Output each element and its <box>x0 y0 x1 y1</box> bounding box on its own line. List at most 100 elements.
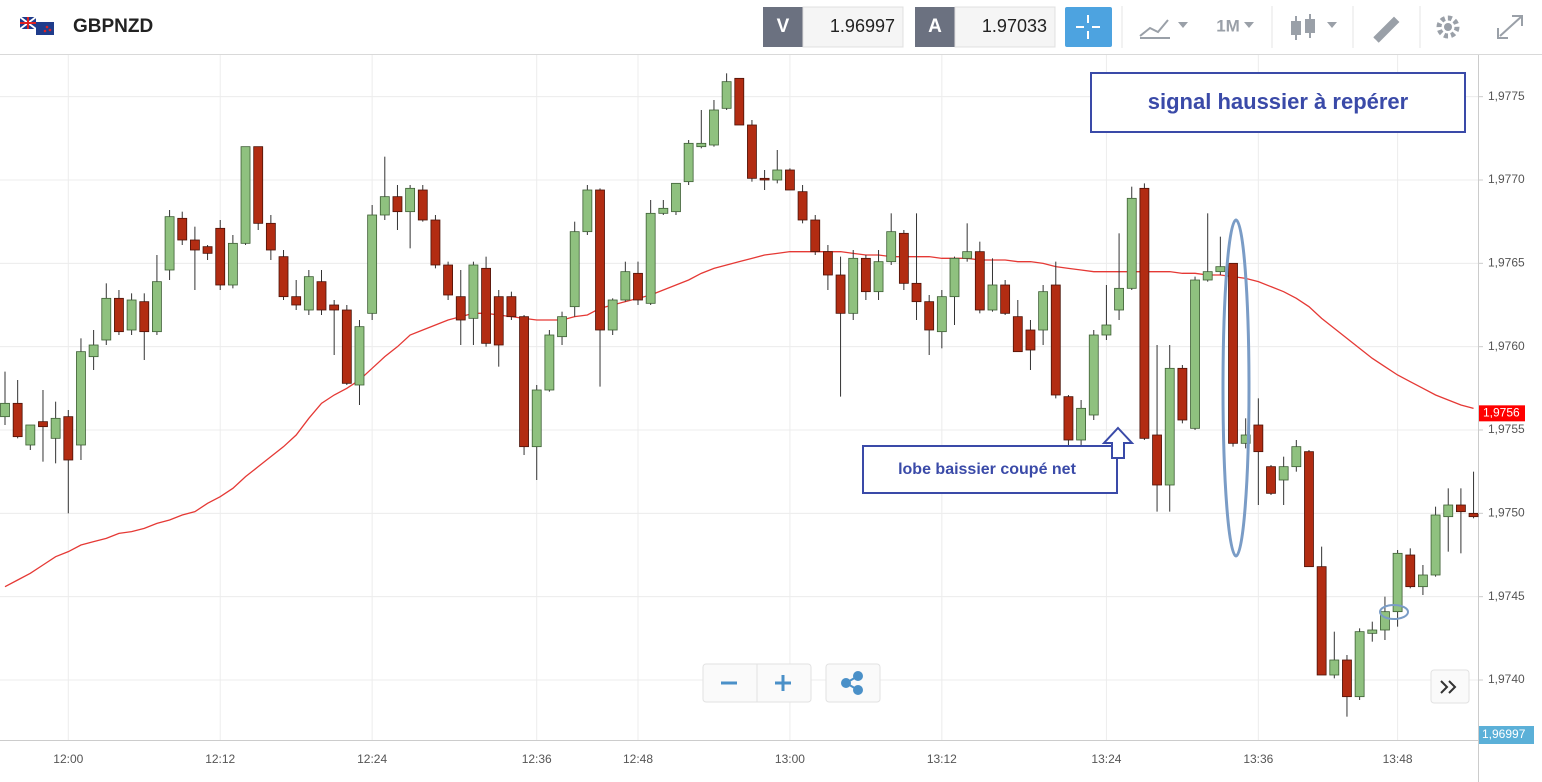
candle-body <box>1418 574 1428 588</box>
candle-body <box>1367 629 1378 634</box>
candle-body <box>987 284 998 311</box>
candle-body <box>595 189 605 331</box>
candle-body <box>1443 504 1454 518</box>
share-button[interactable] <box>825 663 881 703</box>
candle-body <box>911 282 922 303</box>
y-tick-label: 1,9770 <box>1488 172 1525 186</box>
candle-body <box>1304 451 1314 568</box>
y-tick-label: 1,9740 <box>1488 672 1525 686</box>
candle-body <box>1266 466 1276 494</box>
x-tick-label: 13:36 <box>1243 752 1273 766</box>
candle-body <box>354 326 365 386</box>
candle-body <box>202 246 213 254</box>
candle-body <box>772 169 783 181</box>
bid-price: 1.96997 <box>830 16 895 36</box>
candle-body <box>1114 287 1124 311</box>
candle-body <box>1342 659 1352 698</box>
candle-body <box>544 334 555 391</box>
candle-body <box>785 169 795 191</box>
candle-body <box>873 261 884 293</box>
x-tick-label: 12:00 <box>53 752 83 766</box>
candle-body <box>468 264 479 319</box>
candle-body <box>405 187 416 213</box>
candle-body <box>177 217 188 241</box>
candle-body <box>12 402 23 438</box>
candle-body <box>316 281 327 311</box>
flag <box>19 16 54 35</box>
candle-body <box>582 189 593 233</box>
highlight-ellipse <box>1379 604 1409 620</box>
candle-body <box>379 196 390 216</box>
ask-price: 1.97033 <box>982 16 1047 36</box>
candle-body <box>696 142 707 148</box>
bid-box <box>802 6 904 48</box>
candle-body <box>1126 197 1137 289</box>
candle-body <box>506 296 517 318</box>
candle-body <box>1456 504 1466 513</box>
candle-body <box>278 256 289 298</box>
candle-body <box>645 212 656 304</box>
x-tick-label: 13:12 <box>927 752 957 766</box>
x-tick-label: 12:36 <box>522 752 552 766</box>
candle-body <box>1278 466 1289 481</box>
share-icon <box>841 671 863 695</box>
grid <box>0 55 1478 740</box>
candles <box>0 73 1479 717</box>
candle-body <box>189 239 200 251</box>
candle-body <box>633 272 643 301</box>
candle-body <box>38 421 48 428</box>
ask-button[interactable] <box>915 7 955 47</box>
candle-body <box>215 227 226 286</box>
candle-body <box>671 182 681 213</box>
zoom-in-button[interactable] <box>775 675 791 691</box>
candle-body <box>1329 659 1340 676</box>
candle-body <box>1316 566 1327 676</box>
candle-body <box>1177 367 1188 421</box>
candle-body <box>227 242 238 286</box>
candle-body <box>291 296 302 306</box>
annotation-arrow <box>1101 426 1135 459</box>
candle-body <box>367 214 378 314</box>
candle-body <box>1354 631 1365 698</box>
candle-body <box>1291 446 1302 468</box>
bid-label: V <box>777 16 790 37</box>
candle-body <box>265 222 276 251</box>
timeframe[interactable]: 1M <box>1216 16 1240 35</box>
candle-body <box>1240 434 1251 444</box>
candle-body <box>886 231 897 263</box>
toolbar-icons[interactable] <box>1139 14 1523 43</box>
y-tick-label: 1,9755 <box>1488 422 1525 436</box>
candle-body <box>1164 367 1175 486</box>
candle-body <box>152 281 162 333</box>
bid-button[interactable] <box>763 7 803 47</box>
moving-average-layer <box>4 251 1474 588</box>
candle-body <box>63 416 74 461</box>
price-tag <box>1479 726 1534 744</box>
candle-body <box>240 146 251 244</box>
candle-body <box>1215 266 1226 273</box>
candle-body <box>0 402 10 418</box>
scroll-right-icon <box>1440 680 1457 694</box>
candle-body <box>417 189 428 221</box>
candle-body <box>759 177 770 181</box>
candle-body <box>88 344 99 358</box>
crosshair-button[interactable] <box>1065 7 1112 47</box>
candle-body <box>848 257 859 314</box>
candle-body <box>607 299 618 331</box>
candle-body <box>1152 434 1162 486</box>
candle-body <box>1101 324 1112 336</box>
candle-body <box>1228 262 1238 444</box>
scroll-right-button[interactable] <box>1430 669 1470 704</box>
candle-body <box>531 389 542 448</box>
candle-body <box>569 231 580 308</box>
crosshair-icon <box>1076 15 1100 39</box>
x-tick-label: 13:24 <box>1091 752 1121 766</box>
candle-body <box>1253 424 1264 453</box>
candle-body <box>341 309 352 384</box>
candle-body <box>25 424 36 446</box>
candle-body <box>1000 284 1011 314</box>
candle-body <box>557 316 567 338</box>
candle-body <box>683 142 694 183</box>
ask-box <box>954 6 1056 48</box>
